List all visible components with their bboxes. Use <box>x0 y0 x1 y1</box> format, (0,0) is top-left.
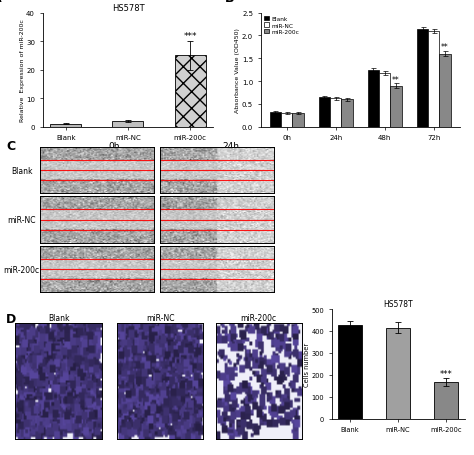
Bar <box>417 30 428 127</box>
Text: A: A <box>0 0 1 5</box>
Text: ***: *** <box>440 369 453 378</box>
Text: Blank: Blank <box>11 166 32 175</box>
Text: ***: *** <box>183 32 197 40</box>
Bar <box>439 55 451 127</box>
Text: miR-200c: miR-200c <box>241 313 277 323</box>
Text: 0h: 0h <box>108 142 120 150</box>
Text: miR-NC: miR-NC <box>7 216 36 225</box>
Text: B: B <box>225 0 234 5</box>
Y-axis label: Cells number: Cells number <box>304 342 310 386</box>
Y-axis label: Absorbance Value (OD450): Absorbance Value (OD450) <box>236 28 240 113</box>
Bar <box>386 328 410 419</box>
Text: C: C <box>6 140 15 153</box>
Legend: Blank, miR-NC, miR-200c: Blank, miR-NC, miR-200c <box>264 16 300 35</box>
Bar <box>292 114 303 127</box>
Title: HS578T: HS578T <box>383 300 413 308</box>
Title: HS578T: HS578T <box>112 4 144 13</box>
Text: miR-200c: miR-200c <box>3 265 40 274</box>
Bar <box>341 100 353 127</box>
Text: D: D <box>6 312 17 325</box>
Bar <box>50 125 82 127</box>
Text: **: ** <box>441 43 449 52</box>
Bar <box>434 383 458 419</box>
Text: **: ** <box>392 76 400 84</box>
Text: miR-NC: miR-NC <box>146 313 174 323</box>
Text: 24h: 24h <box>223 142 239 150</box>
Bar <box>379 74 391 127</box>
Y-axis label: Relative  Expression of miR-200c: Relative Expression of miR-200c <box>19 19 25 122</box>
Bar <box>338 326 362 419</box>
Text: Blank: Blank <box>48 313 69 323</box>
Bar <box>368 71 379 127</box>
Bar <box>391 86 401 127</box>
Bar <box>112 122 144 127</box>
Bar <box>174 56 206 127</box>
Bar <box>428 32 439 127</box>
Bar <box>270 113 281 127</box>
Bar <box>281 114 292 127</box>
Bar <box>330 99 341 127</box>
Bar <box>319 98 330 127</box>
